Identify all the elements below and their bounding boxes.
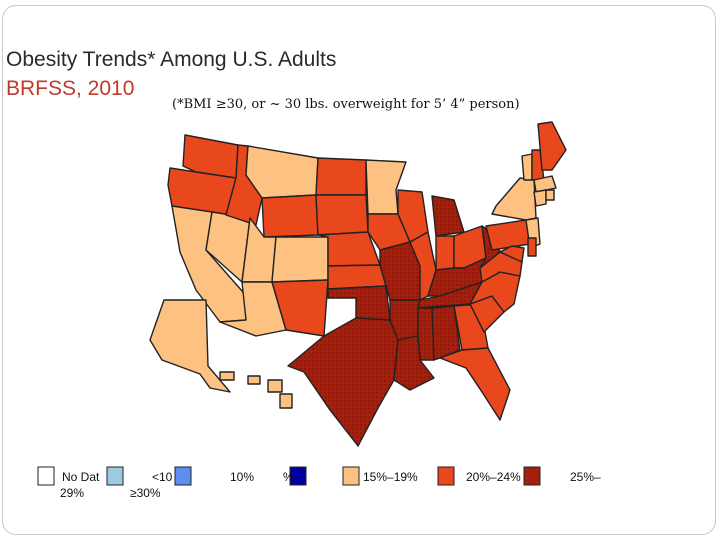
legend-swatch bbox=[437, 466, 455, 486]
state-co bbox=[271, 236, 329, 283]
state-de bbox=[527, 237, 537, 257]
state-ri bbox=[545, 189, 555, 201]
state-ks bbox=[327, 264, 387, 290]
state-ct bbox=[533, 189, 547, 207]
legend-label: 20%–24% bbox=[466, 470, 521, 484]
state-ms bbox=[417, 307, 435, 361]
state-vt bbox=[521, 153, 533, 181]
legend-label: 25%– bbox=[570, 470, 601, 484]
legend-swatch bbox=[523, 466, 541, 486]
legend-swatch bbox=[289, 466, 307, 486]
state-tx bbox=[287, 317, 399, 447]
legend-label: <10 bbox=[152, 470, 173, 484]
state-nd bbox=[315, 157, 367, 196]
state-ak bbox=[149, 299, 231, 393]
bmi-footnote: (*BMI ≥30, or ~ 30 lbs. overweight for 5… bbox=[172, 97, 520, 112]
state-ok bbox=[327, 285, 391, 321]
legend-swatch bbox=[342, 466, 360, 486]
legend-label: ≥30% bbox=[130, 486, 161, 500]
state-pa bbox=[485, 219, 531, 251]
legend-swatch bbox=[37, 466, 55, 486]
state-mn bbox=[365, 159, 407, 215]
chart-subtitle-year: BRFSS, 2010 bbox=[6, 77, 135, 100]
state-fl bbox=[439, 347, 511, 421]
legend-label: No Dat bbox=[62, 470, 100, 484]
legend-swatch bbox=[106, 466, 124, 486]
state-sd bbox=[315, 194, 369, 236]
state-me bbox=[537, 121, 567, 171]
state-ma bbox=[533, 175, 557, 193]
legend-label: 29% bbox=[60, 486, 84, 500]
state-in bbox=[435, 235, 455, 271]
legend-label: 15%–19% bbox=[363, 470, 418, 484]
state-mi bbox=[431, 195, 465, 237]
legend-label: 10% bbox=[230, 470, 254, 484]
state-ny bbox=[491, 177, 537, 221]
state-md bbox=[499, 245, 525, 263]
state-hi bbox=[219, 371, 293, 409]
legend-label: % bbox=[283, 470, 294, 484]
legend-swatch bbox=[174, 466, 192, 486]
state-mt bbox=[245, 145, 319, 199]
chart-title: Obesity Trends* Among U.S. Adults bbox=[6, 48, 337, 71]
state-wy bbox=[261, 194, 319, 238]
